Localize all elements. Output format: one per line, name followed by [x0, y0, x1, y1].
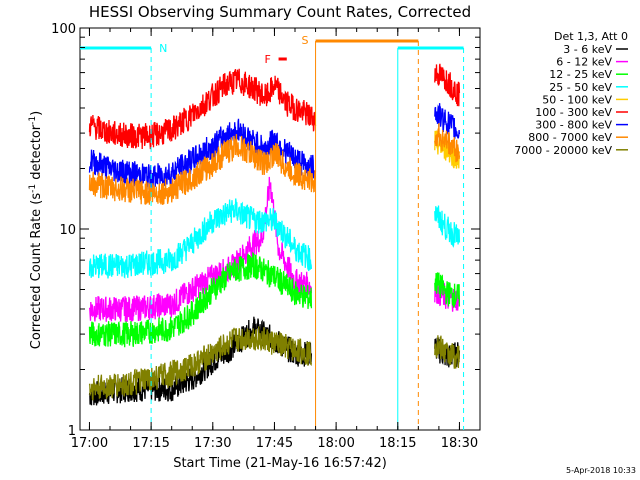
- series-line-100-300-kev: [434, 63, 461, 107]
- series-group: [88, 63, 461, 406]
- chart-title: HESSI Observing Summary Count Rates, Cor…: [89, 3, 471, 21]
- y-axis-label-sup1: -1: [28, 184, 38, 193]
- series-line-12-25-kev: [434, 272, 461, 308]
- x-tick-label: 17:15: [132, 436, 169, 451]
- series-line-7000-20000-kev: [88, 326, 313, 401]
- series-line-800-7000-kev: [88, 134, 317, 206]
- x-tick-label: 18:30: [441, 436, 478, 451]
- legend-label-3-6-kev: 3 - 6 keV: [563, 43, 612, 56]
- series-line-25-50-kev: [88, 198, 313, 279]
- legend-label-800-7000-kev: 800 - 7000 keV: [528, 131, 612, 144]
- annotation-group: N S F: [80, 34, 465, 430]
- y-axis-label-tail: detector: [29, 124, 44, 184]
- legend-label-100-300-kev: 100 - 300 keV: [535, 106, 612, 119]
- legend-label-25-50-kev: 25 - 50 keV: [549, 81, 612, 94]
- x-tick-label: 17:00: [71, 436, 108, 451]
- legend-label-50-100-kev: 50 - 100 keV: [542, 93, 612, 106]
- series-25-50-kev: [88, 198, 461, 279]
- flare-label: F: [265, 53, 271, 66]
- x-tick-label: 18:00: [317, 436, 354, 451]
- axis-group: 17:00 17:15 17:30 17:45 18:00 18:15 18:30 1 10 10…: [51, 22, 481, 451]
- x-tick-label: 18:15: [379, 436, 416, 451]
- legend-label-300-800-kev: 300 - 800 keV: [535, 119, 612, 132]
- y-tick-label: 1: [68, 424, 76, 439]
- y-axis-label-sup2: -1: [28, 116, 38, 125]
- x-tick-label: 17:45: [256, 436, 293, 451]
- legend-label-7000-20000-kev: 7000 - 20000 keV: [514, 144, 612, 157]
- night-label: N: [159, 42, 167, 55]
- y-axis-label: Corrected Count Rate (s-1 detector-1): [28, 111, 44, 349]
- saa-label: S: [302, 34, 309, 47]
- y-axis-label-close: ): [29, 111, 44, 116]
- legend-header: Det 1,3, Att 0: [554, 30, 628, 43]
- legend-label-12-25-kev: 12 - 25 keV: [549, 68, 612, 81]
- series-12-25-kev: [88, 251, 461, 348]
- legend-label-6-12-kev: 6 - 12 keV: [556, 56, 612, 69]
- x-axis-label: Start Time (21-May-16 16:57:42): [173, 456, 387, 471]
- y-tick-label: 100: [51, 22, 76, 37]
- series-100-300-kev: [88, 63, 461, 150]
- series-line-25-50-kev: [434, 205, 461, 248]
- timestamp-label: 5-Apr-2018 10:33: [566, 466, 636, 475]
- y-axis-label-main: Corrected Count Rate (s: [29, 193, 44, 350]
- series-7000-20000-kev: [88, 326, 460, 401]
- x-tick-label: 17:30: [194, 436, 231, 451]
- series-line-7000-20000-kev: [434, 335, 460, 369]
- series-line-800-7000-kev: [434, 123, 461, 163]
- series-line-100-300-kev: [88, 68, 317, 150]
- series-line-12-25-kev: [88, 251, 313, 348]
- y-tick-label: 10: [59, 223, 76, 238]
- series-800-7000-kev: [88, 123, 461, 206]
